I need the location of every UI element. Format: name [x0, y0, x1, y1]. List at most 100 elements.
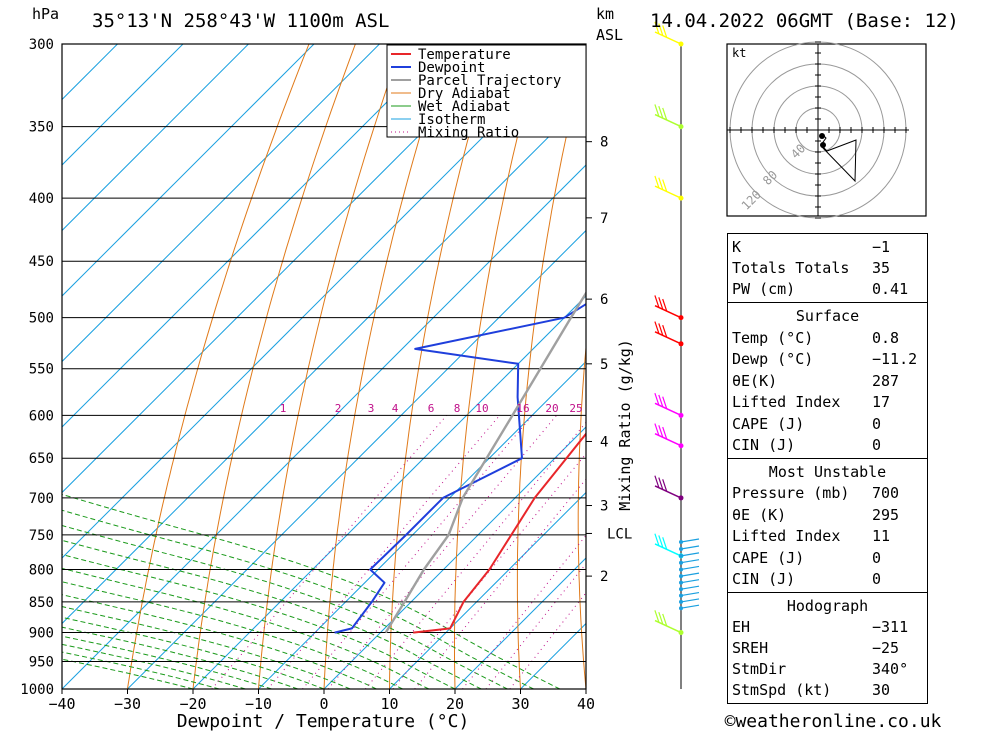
- location-title: 35°13'N 258°43'W 1100m ASL: [92, 10, 389, 32]
- eh-label: EH: [732, 618, 751, 636]
- surface-temp-label: Temp (°C): [732, 329, 814, 347]
- isotherm-line: [127, 229, 586, 689]
- surface-temp-value: 0.8: [872, 329, 900, 347]
- wind-barb: [654, 533, 684, 559]
- surface-title: Surface: [795, 307, 860, 325]
- indices-panel: K −1 Totals Totals 35 PW (cm) 0.41: [727, 233, 928, 303]
- mixing-ratio-line: [302, 414, 533, 689]
- stmspd-label: StmSpd (kt): [732, 681, 832, 699]
- pressure-tick-label: 1000: [20, 682, 54, 698]
- wind-barb: [679, 552, 700, 558]
- legend-dewpoint: Dewpoint: [418, 60, 485, 76]
- x-tick-label: −30: [114, 695, 141, 713]
- surface-dewp-value: −11.2: [872, 350, 918, 368]
- hodograph-unit: kt: [732, 46, 746, 60]
- wet-adiabat-line: [62, 567, 430, 689]
- mixing-ratio-line: [392, 453, 586, 689]
- pressure-tick-label: 500: [29, 311, 54, 327]
- km-tick-label: 4: [600, 434, 608, 450]
- wind-barb: [679, 572, 700, 579]
- pressure-tick-label: 750: [29, 528, 54, 544]
- pressure-tick-label: 350: [29, 120, 54, 136]
- hodograph-point: [819, 133, 825, 139]
- wind-barb: [654, 423, 684, 449]
- pressure-tick-label: 300: [29, 37, 54, 53]
- pw-label: PW (cm): [732, 280, 796, 298]
- x-tick-label: 10: [380, 695, 398, 713]
- legend-temperature: Temperature: [418, 47, 511, 63]
- wind-barb: [679, 579, 700, 585]
- isotherm-line: [323, 426, 586, 689]
- km-tick-label: 8: [600, 135, 608, 151]
- x-tick-label: −20: [179, 695, 206, 713]
- wet-adiabat-line: [62, 554, 456, 689]
- wind-barb: [654, 21, 684, 47]
- parcel-trajectory-line: [384, 290, 586, 634]
- mu-cin-value: 0: [872, 570, 882, 588]
- mixing-ratio-label: 3: [368, 402, 375, 415]
- datetime-title: 14.04.2022 06GMT (Base: 12): [650, 10, 959, 32]
- isotherm-line: [62, 44, 249, 232]
- mu-thetae-label: θE (K): [732, 506, 787, 524]
- isotherm-line: [454, 557, 586, 689]
- isotherm-line: [389, 491, 586, 689]
- dry-adiabat-line: [258, 44, 403, 689]
- mixing-ratio-line: [267, 414, 501, 689]
- pressure-tick-label: 950: [29, 655, 54, 671]
- wind-barb: [654, 475, 684, 501]
- totals-value: 35: [872, 259, 891, 277]
- wind-barb: [654, 392, 684, 418]
- mu-pressure-value: 700: [872, 484, 900, 502]
- x-tick-label: 40: [577, 695, 595, 713]
- wet-adiabat-line: [62, 539, 482, 689]
- pressure-tick-label: 800: [29, 562, 54, 578]
- hodograph: kt 40 80 120: [726, 41, 927, 219]
- legend-isotherm: Isotherm: [418, 112, 485, 128]
- pressure-tick-label: 650: [29, 451, 54, 467]
- wind-barb: [654, 104, 684, 130]
- hpa-unit-label: hPa: [32, 5, 59, 23]
- most-unstable-panel: Most Unstable Pressure (mb) 700 θE (K) 2…: [727, 458, 928, 593]
- wind-barb: [679, 565, 700, 572]
- mu-li-value: 11: [872, 527, 891, 545]
- km-tick-label: 6: [600, 292, 608, 308]
- wet-adiabat-line: [62, 581, 403, 689]
- stmspd-value: 30: [872, 681, 891, 699]
- k-index-label: K: [732, 238, 742, 256]
- mixing-ratio-label: 10: [475, 402, 488, 415]
- x-tick-label: −10: [245, 695, 272, 713]
- dry-adiabat-line: [637, 44, 680, 689]
- dewpoint-line: [334, 302, 586, 634]
- mixing-ratio-label: 20: [545, 402, 558, 415]
- km-tick-label: 2: [600, 569, 608, 585]
- pressure-tick-label: 850: [29, 595, 54, 611]
- surface-dewp-label: Dewp (°C): [732, 350, 814, 368]
- surface-cin-label: CIN (J): [732, 436, 796, 454]
- isotherm-line: [62, 98, 586, 625]
- surface-cape-value: 0: [872, 415, 882, 433]
- wet-adiabat-line: [62, 606, 351, 689]
- mu-cin-label: CIN (J): [732, 570, 796, 588]
- mu-pressure-label: Pressure (mb): [732, 484, 850, 502]
- pressure-tick-label: 600: [29, 408, 54, 424]
- hodograph-point: [820, 142, 826, 148]
- surface-li-value: 17: [872, 393, 891, 411]
- dry-adiabat-line: [127, 44, 310, 689]
- isotherm-line: [258, 360, 586, 689]
- isotherm-line: [62, 44, 511, 494]
- pressure-tick-label: 400: [29, 191, 54, 207]
- mixing-ratio-label: 8: [454, 402, 461, 415]
- legend-parcel: Parcel Trajectory: [418, 73, 561, 89]
- x-tick-label: 30: [511, 695, 529, 713]
- pw-value: 0.41: [872, 280, 909, 298]
- isotherm-line: [62, 44, 446, 428]
- mixing-ratio-axis-title: Mixing Ratio (g/kg): [616, 339, 634, 511]
- mu-cape-value: 0: [872, 549, 882, 567]
- wind-barb: [654, 175, 684, 201]
- surface-cin-value: 0: [872, 436, 882, 454]
- x-tick-label: −40: [48, 695, 75, 713]
- legend-wet-adiabat: Wet Adiabat: [418, 99, 511, 115]
- mu-thetae-value: 295: [872, 506, 900, 524]
- sreh-value: −25: [872, 639, 900, 657]
- mixing-ratio-label: 16: [516, 402, 529, 415]
